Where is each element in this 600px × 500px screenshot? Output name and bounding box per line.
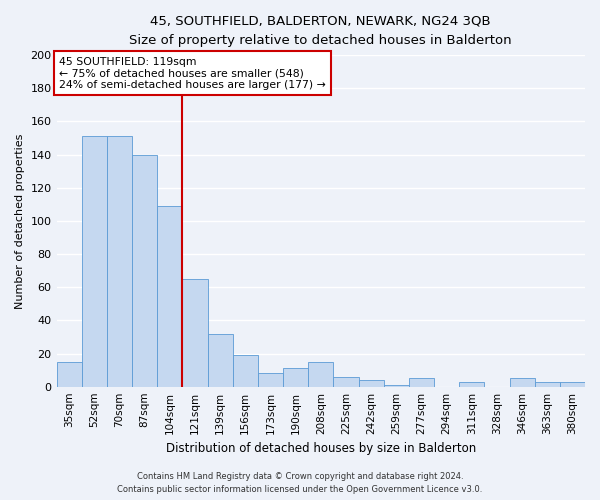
Bar (383, 385, 409, 386)
Y-axis label: Number of detached properties: Number of detached properties (15, 133, 25, 308)
Bar (308, 362, 334, 386)
Bar (56, 362, 82, 386)
Bar (182, 279, 208, 386)
X-axis label: Distribution of detached houses by size in Balderton: Distribution of detached houses by size … (166, 442, 476, 455)
Bar (107, 136, 132, 386)
Bar (459, 382, 484, 386)
Bar (560, 382, 585, 386)
Text: Contains HM Land Registry data © Crown copyright and database right 2024.
Contai: Contains HM Land Registry data © Crown c… (118, 472, 482, 494)
Bar (359, 380, 383, 386)
Bar (509, 378, 535, 386)
Bar (258, 374, 283, 386)
Bar (132, 154, 157, 386)
Bar (535, 382, 560, 386)
Bar (283, 368, 308, 386)
Text: 45 SOUTHFIELD: 119sqm
← 75% of detached houses are smaller (548)
24% of semi-det: 45 SOUTHFIELD: 119sqm ← 75% of detached … (59, 57, 326, 90)
Bar (82, 136, 107, 386)
Bar (208, 334, 233, 386)
Bar (233, 355, 258, 386)
Bar (334, 376, 359, 386)
Bar (409, 378, 434, 386)
Bar (157, 206, 182, 386)
Title: 45, SOUTHFIELD, BALDERTON, NEWARK, NG24 3QB
Size of property relative to detache: 45, SOUTHFIELD, BALDERTON, NEWARK, NG24 … (130, 15, 512, 47)
